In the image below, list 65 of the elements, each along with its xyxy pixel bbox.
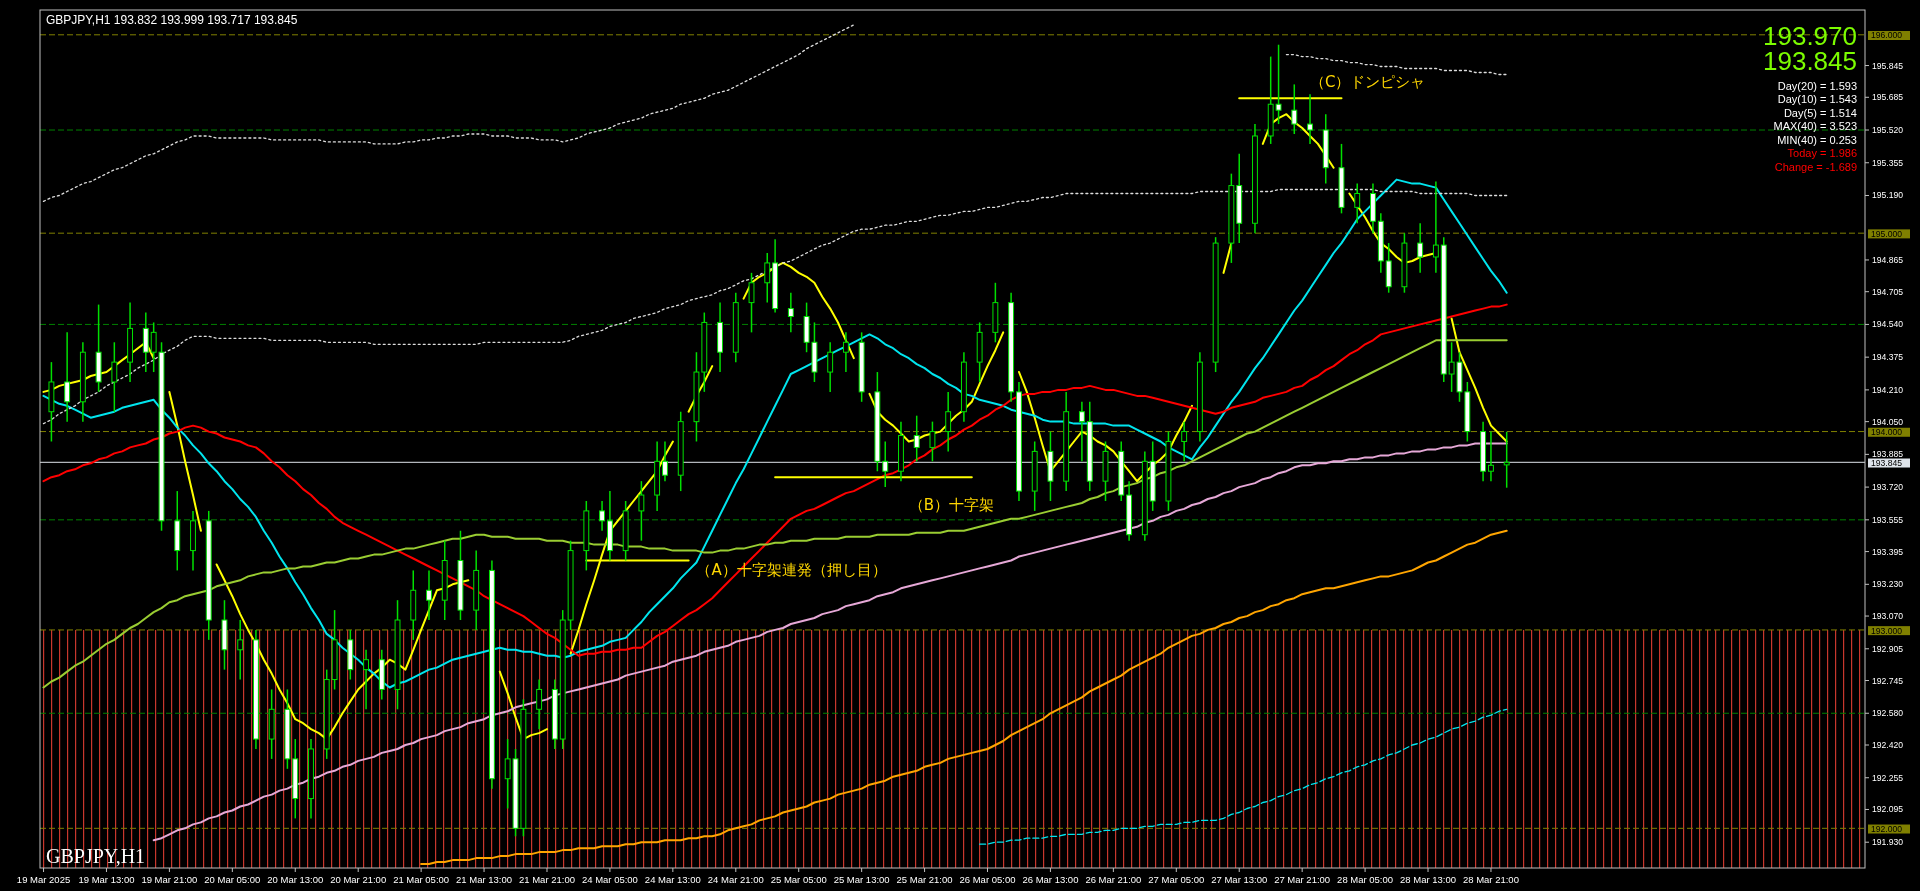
y-tick-label: 192.420 <box>1872 740 1904 750</box>
y-tick-label: 194.375 <box>1872 352 1904 363</box>
x-tick-label: 25 Mar 13:00 <box>833 874 890 885</box>
x-tick-label: 25 Mar 05:00 <box>770 874 827 885</box>
x-tick-label: 25 Mar 21:00 <box>896 874 953 885</box>
y-tick-label: 192.255 <box>1872 772 1904 783</box>
ref-line-label: 195.000 <box>1871 228 1903 239</box>
text: Day(20) = 1.593 <box>1777 79 1857 92</box>
annotation: （C）ドンピシャ <box>1310 73 1426 92</box>
y-tick-label: 193.070 <box>1872 611 1904 622</box>
x-tick-label: 27 Mar 21:00 <box>1274 874 1331 885</box>
y-tick-label: 193.885 <box>1872 449 1904 460</box>
y-tick-label: 192.745 <box>1872 675 1904 686</box>
text: Day(5) = 1.514 <box>1783 106 1857 119</box>
x-tick-label: 19 Mar 21:00 <box>141 874 198 885</box>
chart-title: GBPJPY,H1 193.832 193.999 193.717 193.845 <box>46 13 298 27</box>
y-tick-label: 193.395 <box>1872 546 1904 557</box>
annotation: （A）十字架連発（押し目） <box>696 561 887 580</box>
x-tick-label: 24 Mar 05:00 <box>581 874 638 885</box>
text: Day(10) = 1.543 <box>1777 93 1857 105</box>
y-tick-label: 194.705 <box>1872 286 1904 297</box>
ref-line-label: 192.000 <box>1871 823 1903 834</box>
x-tick-label: 27 Mar 13:00 <box>1211 874 1268 885</box>
y-tick-label: 194.865 <box>1872 254 1904 265</box>
x-tick-label: 26 Mar 21:00 <box>1085 874 1142 885</box>
x-tick-label: 27 Mar 05:00 <box>1148 874 1205 885</box>
text: MAX(40) = 3.523 <box>1773 120 1857 132</box>
x-tick-label: 28 Mar 21:00 <box>1462 874 1519 885</box>
ref-line-label: 194.000 <box>1871 427 1903 438</box>
y-tick-label: 195.685 <box>1872 92 1904 103</box>
y-tick-label: 194.050 <box>1872 416 1904 427</box>
y-tick-label: 193.230 <box>1872 579 1904 590</box>
ref-line-label: 193.000 <box>1871 625 1903 636</box>
y-tick-label: 194.540 <box>1872 319 1904 330</box>
ref-line-label: 193.845 <box>1871 457 1903 468</box>
y-tick-label: 192.580 <box>1872 708 1904 719</box>
y-tick-label: 195.190 <box>1872 190 1904 201</box>
y-tick-label: 191.930 <box>1872 837 1904 848</box>
x-tick-label: 21 Mar 21:00 <box>519 874 575 885</box>
x-tick-label: 20 Mar 05:00 <box>204 874 261 885</box>
y-tick-label: 195.355 <box>1872 157 1904 168</box>
y-tick-label: 192.095 <box>1872 804 1904 815</box>
annotation: （B）十字架 <box>908 495 995 514</box>
y-tick-label: 195.520 <box>1872 125 1904 136</box>
y-tick-label: 193.555 <box>1872 514 1904 525</box>
x-tick-label: 24 Mar 21:00 <box>707 874 764 885</box>
x-tick-label: 28 Mar 13:00 <box>1400 874 1457 885</box>
x-tick-label: 21 Mar 05:00 <box>393 874 450 885</box>
x-tick-label: 26 Mar 05:00 <box>959 874 1016 885</box>
ref-line-label: 196.000 <box>1871 30 1903 41</box>
y-tick-label: 192.905 <box>1872 643 1904 654</box>
y-tick-label: 194.210 <box>1872 384 1904 395</box>
y-tick-label: 195.845 <box>1872 60 1904 71</box>
x-tick-label: 20 Mar 13:00 <box>267 874 324 885</box>
x-tick-label: 26 Mar 13:00 <box>1022 874 1079 885</box>
x-tick-label: 21 Mar 13:00 <box>456 874 513 885</box>
text: MIN(40) = 0.253 <box>1777 133 1857 146</box>
text: Change = -1.689 <box>1774 160 1857 173</box>
x-tick-label: 19 Mar 13:00 <box>78 874 135 885</box>
y-tick-label: 193.720 <box>1872 482 1904 493</box>
x-tick-label: 20 Mar 21:00 <box>330 874 387 885</box>
text: Today = 1.986 <box>1787 147 1857 159</box>
x-tick-label: 24 Mar 13:00 <box>644 874 701 885</box>
x-tick-label: 19 Mar 2025 <box>16 874 71 885</box>
x-tick-label: 28 Mar 05:00 <box>1337 874 1394 885</box>
